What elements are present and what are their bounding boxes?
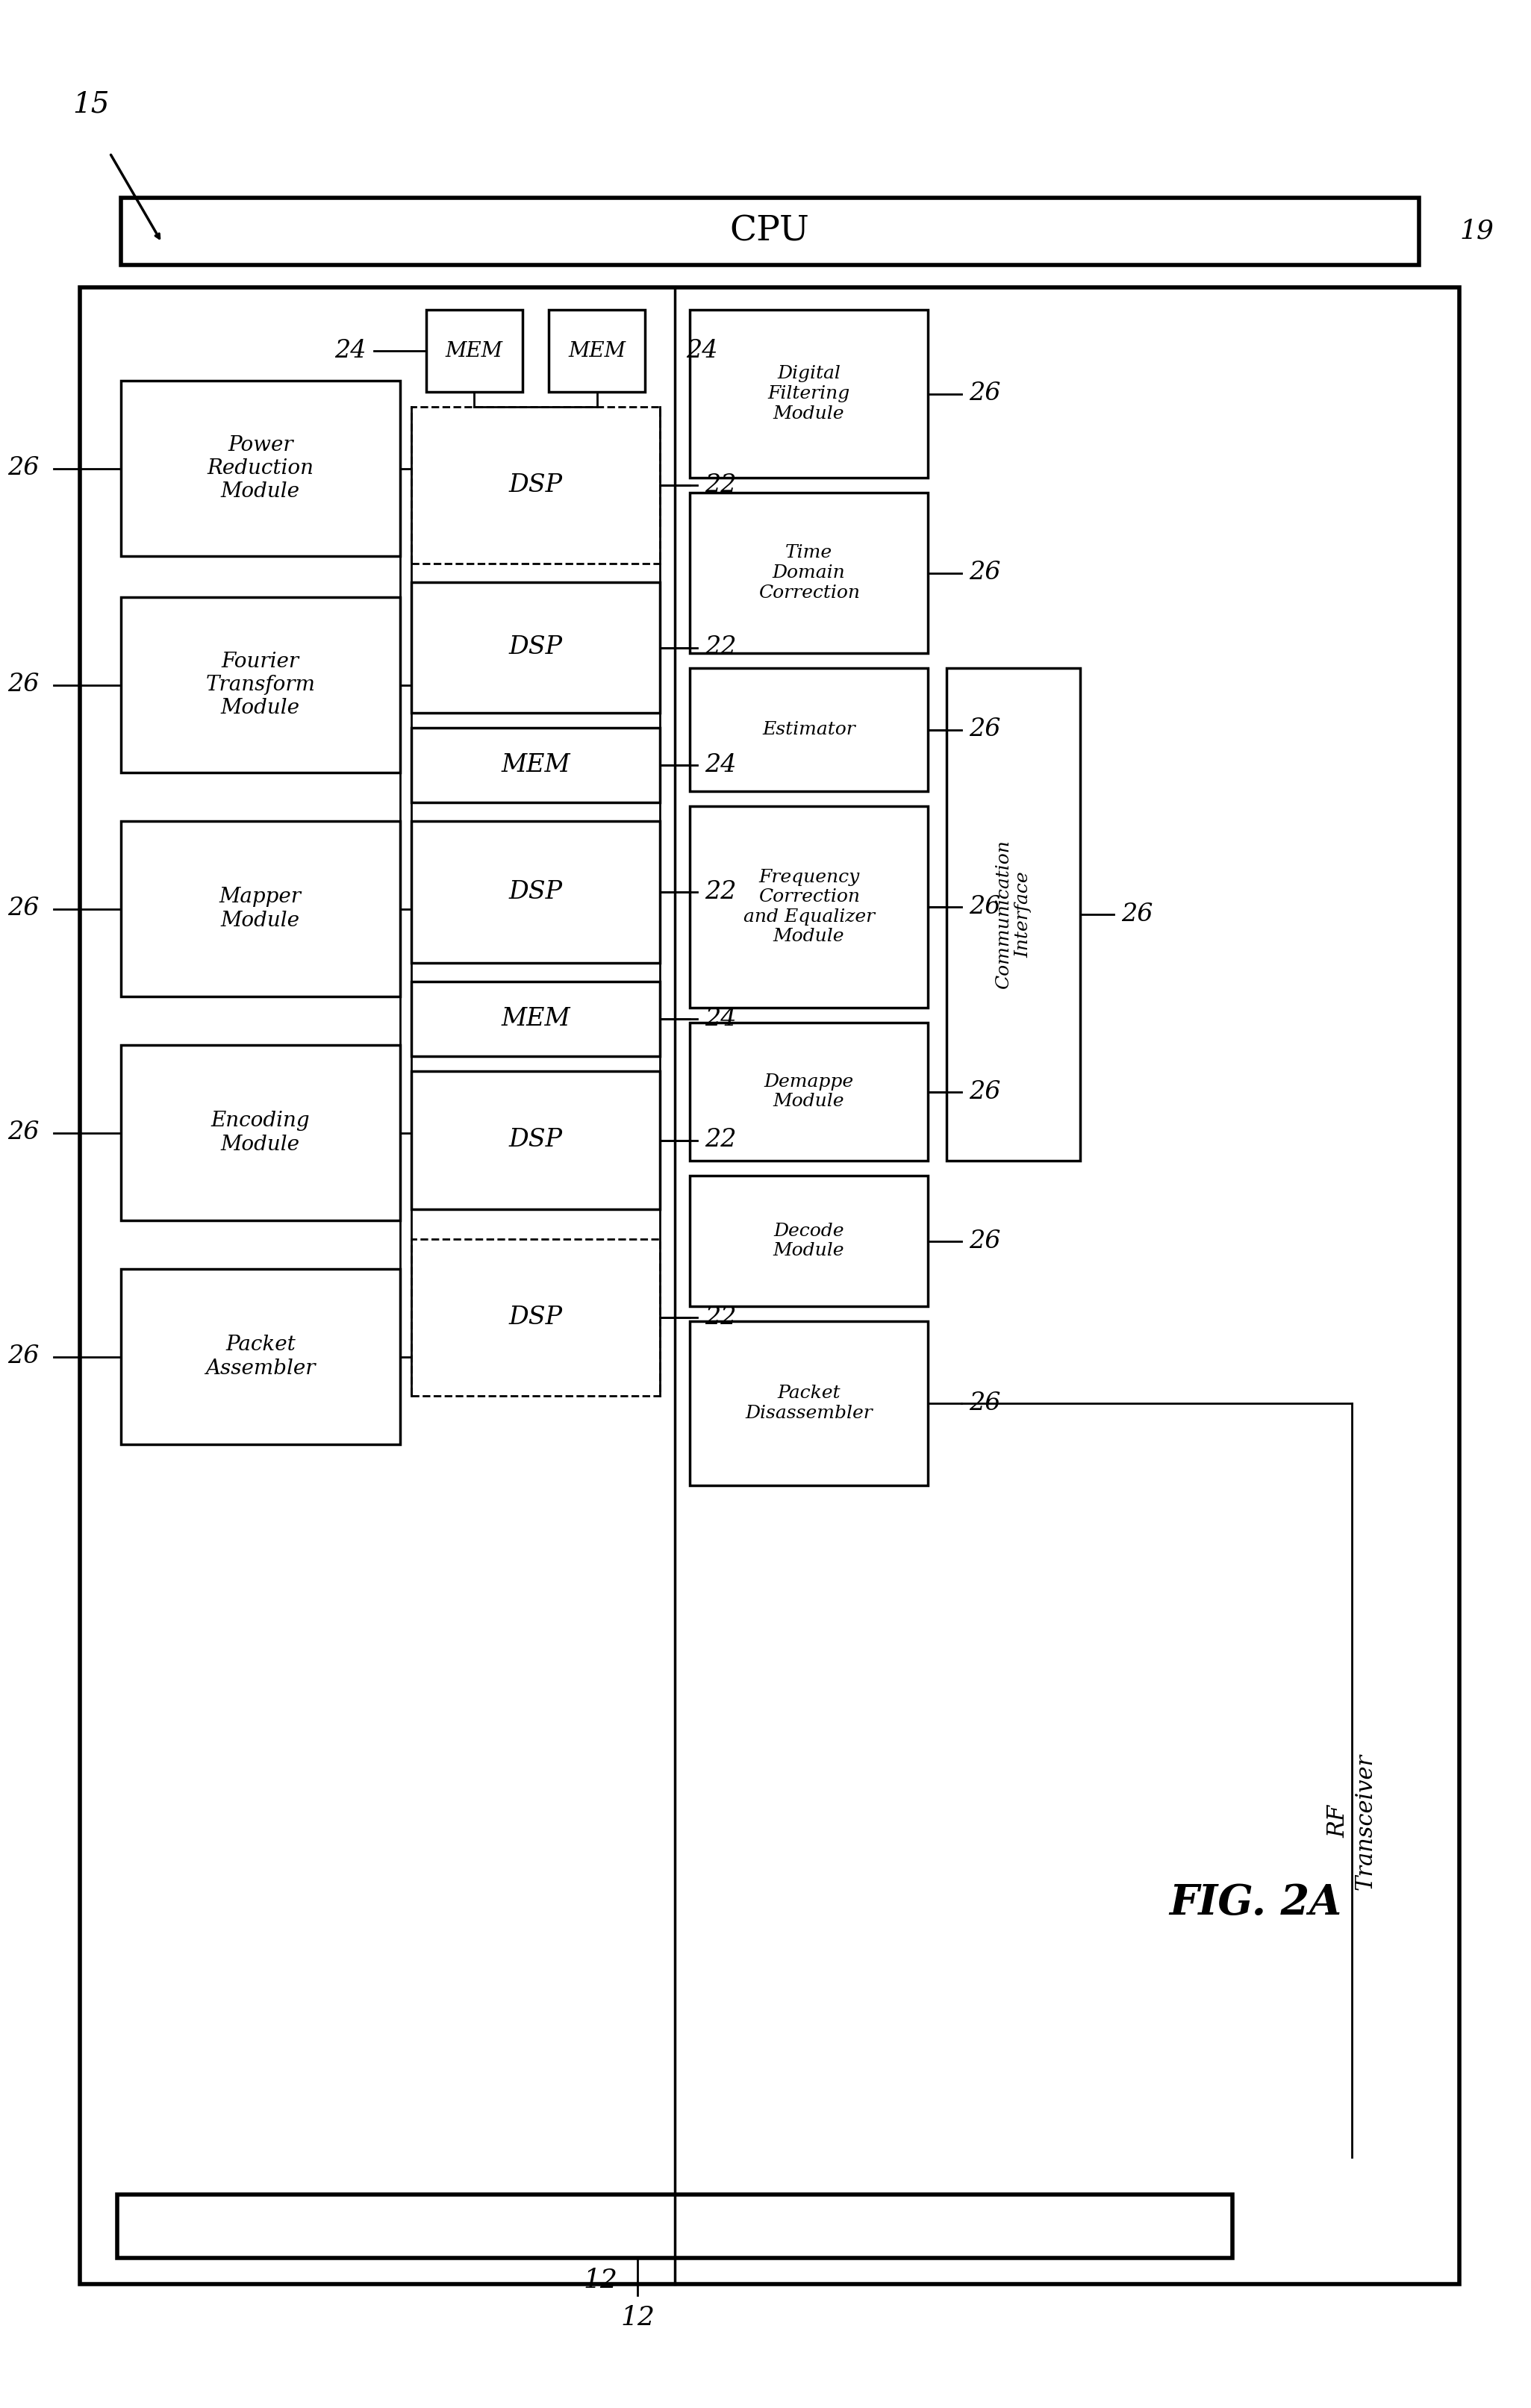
Text: 26: 26 (969, 1079, 1000, 1103)
Text: 26: 26 (1121, 903, 1153, 927)
Text: 22: 22 (704, 1129, 736, 1151)
Text: CPU: CPU (730, 214, 810, 248)
Text: 24: 24 (704, 754, 736, 778)
Text: DSP: DSP (508, 1129, 562, 1151)
Bar (121, 380, 400, 556)
Bar (121, 821, 400, 997)
Text: Communication
Interface: Communication Interface (995, 840, 1032, 990)
Bar (410, 821, 660, 963)
Text: RF
Transceiver: RF Transceiver (1327, 1753, 1376, 1890)
Text: DSP: DSP (508, 879, 562, 903)
Text: 12: 12 (583, 2268, 619, 2292)
Text: MEM: MEM (501, 1007, 570, 1031)
Text: DSP: DSP (508, 1305, 562, 1329)
Text: Encoding
Module: Encoding Module (211, 1110, 309, 1153)
Text: 26: 26 (8, 1344, 40, 1368)
Text: Digital
Filtering
Module: Digital Filtering Module (767, 366, 850, 421)
Text: Mapper
Module: Mapper Module (219, 886, 302, 929)
Text: 26: 26 (8, 458, 40, 479)
Bar (410, 982, 660, 1057)
Text: Decode
Module: Decode Module (773, 1223, 845, 1259)
Bar (121, 1045, 400, 1221)
Bar (121, 1269, 400, 1445)
Text: 26: 26 (969, 1228, 1000, 1252)
Text: DSP: DSP (508, 474, 562, 496)
Text: Time
Domain
Correction: Time Domain Correction (758, 544, 859, 602)
Text: FIG. 2A: FIG. 2A (1168, 1883, 1341, 1924)
Text: 26: 26 (8, 672, 40, 696)
Bar (410, 1072, 660, 1209)
Text: Power
Reduction
Module: Power Reduction Module (207, 436, 314, 501)
Bar (121, 197, 1419, 265)
Text: MEM: MEM (568, 342, 626, 361)
Bar (690, 494, 928, 653)
Text: Fourier
Transform
Module: Fourier Transform Module (205, 653, 315, 718)
Text: 26: 26 (969, 383, 1000, 405)
Text: 22: 22 (704, 474, 736, 496)
Text: 26: 26 (969, 896, 1000, 920)
Bar (410, 727, 660, 802)
Text: 26: 26 (969, 561, 1000, 585)
Bar (410, 1240, 660, 1397)
Text: 24: 24 (686, 340, 718, 364)
Bar (690, 1322, 928, 1486)
Text: Demappe
Module: Demappe Module (764, 1074, 854, 1110)
Text: 24: 24 (704, 1007, 736, 1031)
Bar (690, 1023, 928, 1161)
Text: Packet
Assembler: Packet Assembler (205, 1334, 315, 1377)
Text: Packet
Disassembler: Packet Disassembler (746, 1385, 873, 1421)
Text: 15: 15 (72, 92, 110, 118)
Bar (946, 667, 1081, 1161)
Text: 26: 26 (969, 1392, 1000, 1416)
Text: 26: 26 (8, 1120, 40, 1144)
Text: MEM: MEM (501, 754, 570, 778)
Text: Estimator: Estimator (762, 720, 856, 739)
Bar (548, 311, 645, 393)
Text: 24: 24 (335, 340, 366, 364)
Text: 22: 22 (704, 879, 736, 903)
Text: MEM: MEM (446, 342, 504, 361)
Text: DSP: DSP (508, 636, 562, 660)
Text: 26: 26 (969, 718, 1000, 742)
Text: 19: 19 (1459, 219, 1494, 243)
Bar (690, 1175, 928, 1305)
Text: 12: 12 (620, 2304, 655, 2331)
Bar (410, 407, 660, 563)
Bar (80, 287, 1459, 2285)
Bar (121, 597, 400, 773)
Bar (426, 311, 522, 393)
Text: 22: 22 (704, 1305, 736, 1329)
Text: Frequency
Correction
and Equalizer
Module: Frequency Correction and Equalizer Modul… (743, 869, 874, 946)
Bar (118, 2194, 1232, 2259)
Text: 22: 22 (704, 636, 736, 660)
Bar (690, 311, 928, 477)
Text: 26: 26 (8, 896, 40, 920)
Bar (690, 807, 928, 1007)
Bar (410, 583, 660, 713)
Bar (690, 667, 928, 792)
